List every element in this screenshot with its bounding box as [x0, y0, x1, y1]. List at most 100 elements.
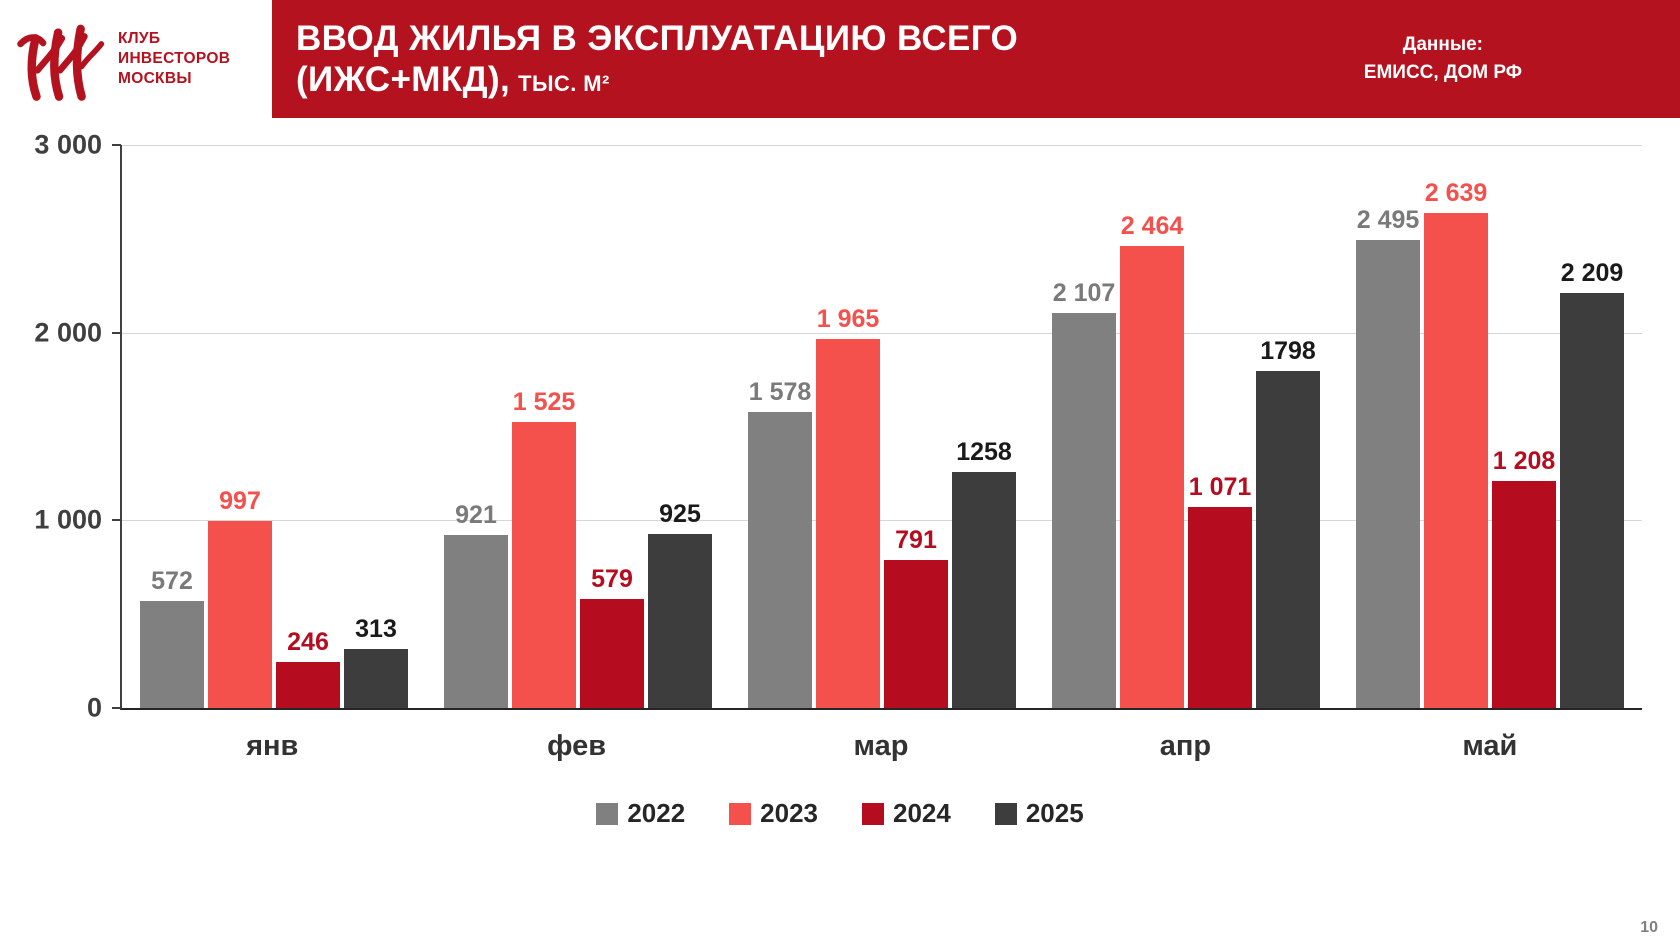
- bar-value-label: 2 464: [1120, 211, 1184, 240]
- gridline: [122, 145, 1642, 146]
- bar-2022-янв: [140, 600, 204, 708]
- x-axis-label-янв: янв: [246, 730, 299, 762]
- bar-column-2025-апр: 1798: [1256, 145, 1320, 708]
- bar-value-label: 1258: [956, 437, 1012, 466]
- bar-column-2023-апр: 2 464: [1120, 145, 1184, 708]
- y-axis-tick: [112, 144, 121, 146]
- bar-value-label: 1 071: [1188, 473, 1252, 502]
- legend-swatch-icon: [596, 802, 619, 825]
- bar-column-2025-май: 2 209: [1560, 145, 1624, 708]
- bar-group-мар: 1 578 1 965 791 1258: [730, 145, 1034, 708]
- title-line2: (ИЖС+МКД), ТЫС. М²: [296, 59, 1018, 100]
- legend-label: 2023: [760, 798, 818, 828]
- y-axis-tick: [112, 707, 121, 709]
- bar-column-2022-апр: 2 107: [1052, 145, 1116, 708]
- data-source: Данные: ЕМИСС, ДОМ РФ: [1364, 31, 1522, 86]
- bar-groups: 572 997 246 313 921 1 525 579 925 1 578 1 965 791 1…: [122, 145, 1642, 708]
- x-axis-label-май: май: [1462, 730, 1518, 762]
- gridline: [122, 520, 1642, 522]
- bar-column-2022-фев: 921: [444, 145, 508, 708]
- bar-value-label: 579: [591, 565, 633, 594]
- bar-2023-апр: [1120, 245, 1184, 708]
- bar-group-фев: 921 1 525 579 925: [426, 145, 730, 708]
- bar-column-2023-май: 2 639: [1424, 145, 1488, 708]
- bar-group-апр: 2 107 2 464 1 071 1798: [1034, 145, 1338, 708]
- bar-value-label: 313: [355, 615, 397, 644]
- legend-item-2024: 2024: [862, 798, 951, 829]
- org-name-line2: ИНВЕСТОРОВ: [118, 49, 231, 67]
- bar-value-label: 2 495: [1356, 205, 1420, 234]
- title-line2-main: (ИЖС+МКД),: [296, 60, 511, 99]
- x-axis-label-фев: фев: [547, 730, 607, 762]
- bar-2024-апр: [1188, 507, 1252, 708]
- bar-2023-янв: [208, 520, 272, 708]
- gridline: [122, 332, 1642, 334]
- bar-2025-апр: [1256, 370, 1320, 708]
- y-axis-tick: [112, 519, 121, 522]
- legend-swatch-icon: [862, 802, 884, 825]
- page-number: 10: [1640, 919, 1658, 936]
- slide-header: КЛУБ ИНВЕСТОРОВ МОСКВЫ ВВОД ЖИЛЬЯ В ЭКСП…: [0, 0, 1680, 118]
- legend-label: 2022: [627, 798, 686, 828]
- y-axis-tick-label: 1 000: [34, 504, 102, 535]
- bar-2023-мар: [816, 339, 880, 708]
- x-axis-label-апр: апр: [1159, 730, 1212, 762]
- bar-value-label: 1 965: [816, 305, 880, 334]
- legend-item-2023: 2023: [729, 798, 818, 829]
- bar-value-label: 246: [287, 627, 329, 656]
- bar-value-label: 1798: [1260, 336, 1316, 365]
- bar-column-2022-май: 2 495: [1356, 145, 1420, 708]
- bar-2022-апр: [1052, 312, 1116, 708]
- data-source-line2: ЕМИСС, ДОМ РФ: [1363, 62, 1522, 83]
- bar-value-label: 921: [455, 501, 497, 530]
- bar-column-2025-мар: 1258: [952, 145, 1016, 708]
- bar-value-label: 1 208: [1492, 447, 1556, 476]
- legend-label: 2025: [1025, 798, 1084, 828]
- logo-box: КЛУБ ИНВЕСТОРОВ МОСКВЫ: [0, 0, 272, 118]
- bar-column-2025-янв: 313: [344, 145, 408, 708]
- bar-2022-мар: [748, 411, 812, 708]
- bar-2024-мар: [884, 559, 948, 708]
- bar-value-label: 572: [151, 566, 193, 595]
- chart-legend: 2022 2023 2024 2025: [0, 798, 1680, 829]
- bar-value-label: 997: [219, 486, 261, 515]
- bar-column-2022-мар: 1 578: [748, 145, 812, 708]
- bar-2023-фев: [512, 421, 576, 708]
- bar-2022-май: [1356, 239, 1420, 708]
- bar-column-2023-янв: 997: [208, 145, 272, 708]
- bar-value-label: 1 525: [512, 387, 576, 416]
- legend-item-2025: 2025: [994, 798, 1084, 829]
- legend-swatch-icon: [729, 802, 752, 825]
- legend-label: 2024: [893, 798, 951, 828]
- y-axis-tick-label: 3 000: [34, 129, 102, 160]
- bar-2025-мар: [952, 471, 1016, 708]
- bar-value-label: 791: [895, 525, 937, 554]
- org-name: КЛУБ ИНВЕСТОРОВ МОСКВЫ: [118, 29, 230, 89]
- bar-value-label: 2 209: [1560, 259, 1624, 288]
- y-axis-tick: [112, 331, 121, 334]
- y-axis-tick-label: 2 000: [34, 317, 102, 348]
- bar-2022-фев: [444, 535, 508, 708]
- legend-item-2022: 2022: [596, 798, 685, 829]
- bar-column-2024-май: 1 208: [1492, 145, 1556, 708]
- bar-value-label: 925: [659, 500, 701, 529]
- bar-group-май: 2 495 2 639 1 208 2 209: [1338, 145, 1642, 708]
- bar-column-2025-фев: 925: [648, 145, 712, 708]
- bar-group-янв: 572 997 246 313: [122, 145, 426, 708]
- bar-column-2023-фев: 1 525: [512, 145, 576, 708]
- bar-2024-фев: [580, 599, 644, 708]
- bar-2025-янв: [344, 649, 408, 708]
- bar-value-label: 1 578: [748, 377, 812, 406]
- org-name-line3: МОСКВЫ: [118, 70, 192, 88]
- bar-column-2024-мар: 791: [884, 145, 948, 708]
- bar-column-2023-мар: 1 965: [816, 145, 880, 708]
- page-title: ВВОД ЖИЛЬЯ В ЭКСПЛУАТАЦИЮ ВСЕГО (ИЖС+МКД…: [296, 18, 1018, 101]
- data-source-line1: Данные:: [1402, 34, 1483, 56]
- bar-column-2024-апр: 1 071: [1188, 145, 1252, 708]
- title-units: ТЫС. М²: [518, 71, 610, 96]
- legend-swatch-icon: [994, 802, 1017, 825]
- bar-2025-май: [1560, 293, 1624, 708]
- bar-2024-янв: [276, 661, 340, 708]
